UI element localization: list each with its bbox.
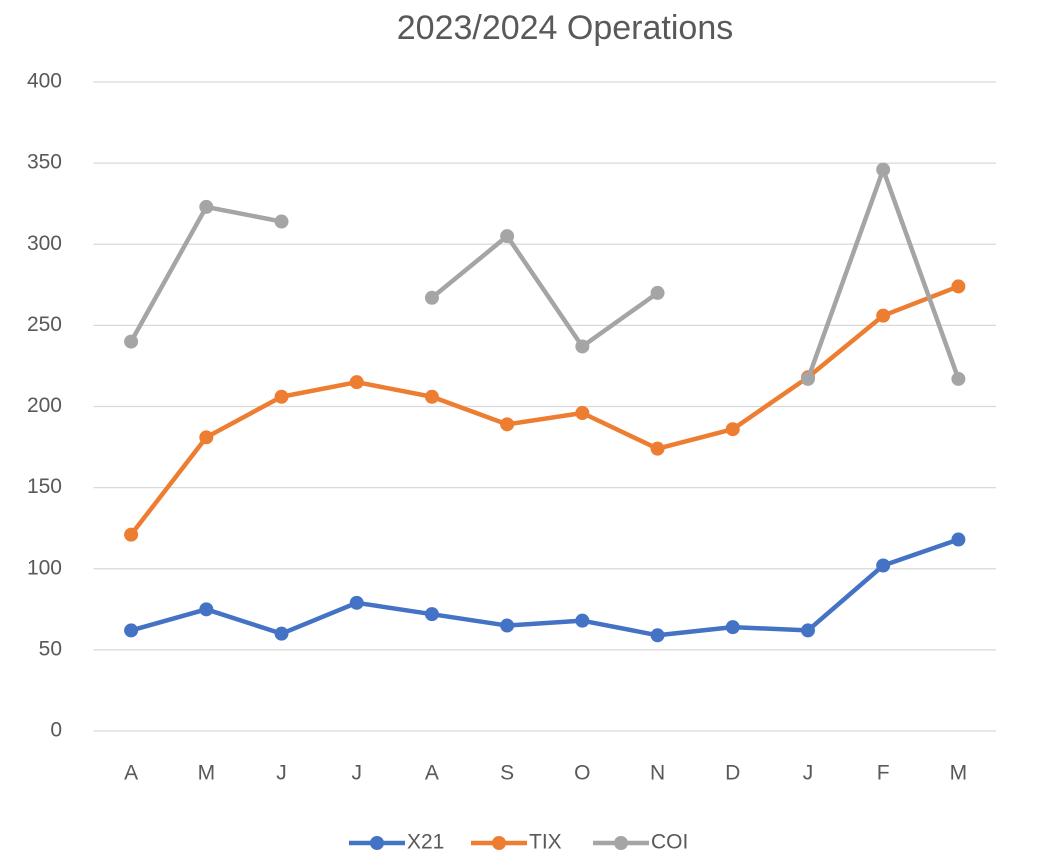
data-point xyxy=(275,215,289,229)
x-tick-label: D xyxy=(725,762,740,785)
data-point xyxy=(951,533,965,547)
data-point xyxy=(726,620,740,634)
legend-marker xyxy=(370,836,384,850)
data-point xyxy=(651,286,665,300)
x-tick-label: S xyxy=(500,762,514,785)
chart: 2023/2024 Operations 0 50 100 150 200 250 300 3… xyxy=(0,0,1064,860)
data-point xyxy=(275,390,289,404)
data-point xyxy=(801,623,815,637)
legend-marker xyxy=(614,836,628,850)
data-point xyxy=(275,627,289,641)
data-point xyxy=(124,528,138,542)
data-point xyxy=(425,607,439,621)
y-tick-label: 250 xyxy=(27,313,62,336)
data-point xyxy=(801,372,815,386)
y-tick-label: 400 xyxy=(27,70,62,93)
x-tick-label: M xyxy=(950,762,968,785)
x-tick-label: M xyxy=(198,762,216,785)
data-point xyxy=(199,200,213,214)
data-point xyxy=(500,417,514,431)
series-line xyxy=(131,540,958,636)
data-point xyxy=(124,623,138,637)
data-point xyxy=(575,406,589,420)
data-point xyxy=(951,279,965,293)
data-point xyxy=(425,291,439,305)
x-tick-label: J xyxy=(351,762,362,785)
data-point xyxy=(350,596,364,610)
y-tick-label: 100 xyxy=(27,556,62,579)
chart-title: 2023/2024 Operations xyxy=(397,9,733,47)
legend-label: X21 xyxy=(407,831,444,854)
data-point xyxy=(876,559,890,573)
y-tick-label: 200 xyxy=(27,394,62,417)
data-point xyxy=(199,430,213,444)
data-point xyxy=(876,163,890,177)
data-point xyxy=(350,375,364,389)
x-tick-label: A xyxy=(124,762,138,785)
y-tick-label: 50 xyxy=(39,637,62,660)
data-point xyxy=(726,422,740,436)
legend-marker xyxy=(492,836,506,850)
x-tick-label: N xyxy=(650,762,665,785)
data-point xyxy=(951,372,965,386)
x-tick-label: O xyxy=(574,762,590,785)
data-point xyxy=(500,619,514,633)
x-tick-label: A xyxy=(425,762,439,785)
data-point xyxy=(124,335,138,349)
y-tick-label: 350 xyxy=(27,151,62,174)
x-tick-label: J xyxy=(803,762,814,785)
y-tick-label: 150 xyxy=(27,475,62,498)
legend-label: COI xyxy=(651,831,688,854)
data-point xyxy=(876,309,890,323)
series-line xyxy=(131,286,958,534)
data-point xyxy=(500,229,514,243)
y-tick-label: 300 xyxy=(27,232,62,255)
legend-label: TIX xyxy=(529,831,562,854)
series-line xyxy=(131,170,958,379)
x-tick-label: J xyxy=(276,762,287,785)
y-tick-label: 0 xyxy=(50,719,62,742)
data-point xyxy=(575,339,589,353)
data-point xyxy=(199,602,213,616)
data-point xyxy=(651,628,665,642)
data-point xyxy=(425,390,439,404)
data-point xyxy=(651,442,665,456)
x-tick-label: F xyxy=(877,762,890,785)
data-point xyxy=(575,614,589,628)
